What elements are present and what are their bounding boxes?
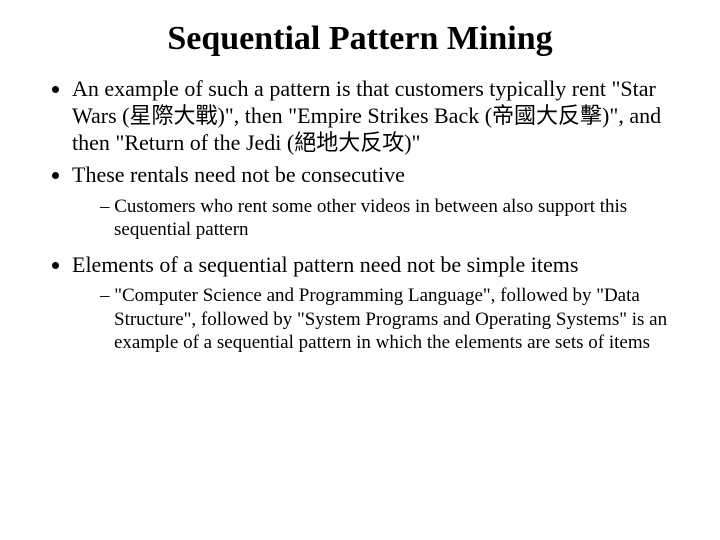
bullet-list: An example of such a pattern is that cus… — [40, 76, 680, 354]
sub-bullet-list: Customers who rent some other videos in … — [72, 195, 680, 241]
sub-list-item: Customers who rent some other videos in … — [100, 195, 680, 241]
slide-container: Sequential Pattern Mining An example of … — [0, 0, 720, 384]
sub-bullet-list: "Computer Science and Programming Langua… — [72, 284, 680, 354]
sub-list-item: "Computer Science and Programming Langua… — [100, 284, 680, 354]
list-item: An example of such a pattern is that cus… — [72, 76, 680, 156]
slide-title: Sequential Pattern Mining — [40, 20, 680, 58]
list-item: Elements of a sequential pattern need no… — [72, 252, 680, 279]
list-item: These rentals need not be consecutive — [72, 162, 680, 189]
